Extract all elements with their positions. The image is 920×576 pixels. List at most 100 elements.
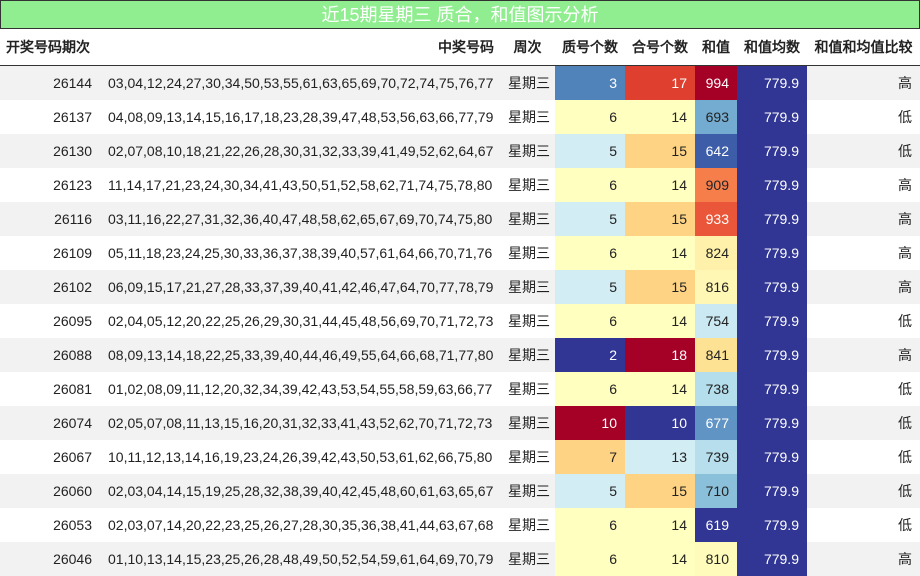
heat-cell: 779.9 xyxy=(737,168,807,202)
heat-cell: 14 xyxy=(625,168,695,202)
table-row: 26130 02,07,08,10,18,21,22,26,28,30,31,32… xyxy=(0,134,920,168)
cell: 星期三 xyxy=(508,109,550,125)
heat-cell: 710 xyxy=(695,474,737,508)
heat-cell: 779.9 xyxy=(737,542,807,576)
cell: 星期三 xyxy=(500,474,555,508)
heat-cell: 779.9 xyxy=(737,134,807,168)
heat-cell: 816 xyxy=(695,270,737,304)
cell: 高 xyxy=(807,542,920,576)
heat-cell: 739 xyxy=(695,440,737,474)
heat-cell: 779.9 xyxy=(737,406,807,440)
heat-cell: 5 xyxy=(555,270,625,304)
table-row: 26081 01,02,08,09,11,12,20,32,34,39,42,43… xyxy=(0,372,920,406)
heat-cell: 738 xyxy=(695,372,737,406)
cell: 高 xyxy=(898,245,912,261)
table-row: 26067 10,11,12,13,14,16,19,23,24,26,39,42… xyxy=(0,440,920,474)
heat-cell: 779.9 xyxy=(737,100,807,134)
cell: 10,11,12,13,14,16,19,23,24,26,39,42,43,5… xyxy=(108,449,493,465)
heat-cell: 6 xyxy=(555,168,625,202)
cell: 低 xyxy=(807,474,920,508)
heat-cell: 779.9 xyxy=(737,65,807,100)
heat-cell: 754 xyxy=(695,304,737,338)
table-row: 26060 02,03,04,14,15,19,25,28,32,38,39,40… xyxy=(0,474,920,508)
heat-cell: 10 xyxy=(555,406,625,440)
cell: 26123 xyxy=(53,177,92,193)
column-header: 和值 xyxy=(695,29,737,66)
heat-cell: 824 xyxy=(695,236,737,270)
cell: 26060 xyxy=(0,474,100,508)
heat-cell: 779.9 xyxy=(737,440,807,474)
heat-cell: 677 xyxy=(695,406,737,440)
cell: 低 xyxy=(898,449,912,465)
heat-cell: 6 xyxy=(555,100,625,134)
cell: 26137 xyxy=(53,109,92,125)
cell: 03,04,12,24,27,30,34,50,53,55,61,63,65,6… xyxy=(100,65,500,100)
column-header: 和值和均值比较 xyxy=(807,29,920,66)
cell: 星期三 xyxy=(500,202,555,236)
column-header: 开奖号码期次 xyxy=(0,29,100,66)
heat-cell: 15 xyxy=(625,134,695,168)
table-row: 26095 02,04,05,12,20,22,25,26,29,30,31,44… xyxy=(0,304,920,338)
table-row: 26102 06,09,15,17,21,27,28,33,37,39,40,41… xyxy=(0,270,920,304)
title-bar: 近15期星期三 质合，和值图示分析 xyxy=(0,0,920,29)
heat-cell: 642 xyxy=(695,134,737,168)
header-row: 开奖号码期次 中奖号码 周次 质号个数 合号个数 和值 和值均数 和值和均值比较 xyxy=(0,29,920,66)
table-row: 26046 01,10,13,14,15,23,25,26,28,48,49,50… xyxy=(0,542,920,576)
heat-cell: 779.9 xyxy=(737,236,807,270)
cell: 26109 xyxy=(53,245,92,261)
column-header: 和值均数 xyxy=(737,29,807,66)
cell: 高 xyxy=(807,270,920,304)
cell: 星期三 xyxy=(500,270,555,304)
heat-cell: 14 xyxy=(625,542,695,576)
heat-cell: 779.9 xyxy=(737,304,807,338)
cell: 星期三 xyxy=(508,449,550,465)
cell: 05,11,18,23,24,25,30,33,36,37,38,39,40,5… xyxy=(108,245,493,261)
column-header: 质号个数 xyxy=(555,29,625,66)
cell: 高 xyxy=(898,177,912,193)
cell: 08,09,13,14,18,22,25,33,39,40,44,46,49,5… xyxy=(100,338,500,372)
heat-cell: 14 xyxy=(625,304,695,338)
cell: 低 xyxy=(898,517,912,533)
cell: 26074 xyxy=(0,406,100,440)
heat-cell: 693 xyxy=(695,100,737,134)
heat-cell: 5 xyxy=(555,202,625,236)
table-row: 26144 03,04,12,24,27,30,34,50,53,55,61,63… xyxy=(0,65,920,100)
heat-cell: 10 xyxy=(625,406,695,440)
heat-cell: 15 xyxy=(625,474,695,508)
heat-cell: 994 xyxy=(695,65,737,100)
heat-cell: 2 xyxy=(555,338,625,372)
heat-cell: 13 xyxy=(625,440,695,474)
heat-cell: 3 xyxy=(555,65,625,100)
cell: 星期三 xyxy=(508,245,550,261)
heat-cell: 17 xyxy=(625,65,695,100)
cell: 星期三 xyxy=(508,517,550,533)
cell: 高 xyxy=(807,65,920,100)
table-row: 26074 02,05,07,08,11,13,15,16,20,31,32,33… xyxy=(0,406,920,440)
cell: 星期三 xyxy=(508,381,550,397)
cell: 02,07,08,10,18,21,22,26,28,30,31,32,33,3… xyxy=(100,134,500,168)
cell: 低 xyxy=(807,134,920,168)
heat-cell: 6 xyxy=(555,542,625,576)
table-row: 26109 05,11,18,23,24,25,30,33,36,37,38,39… xyxy=(0,236,920,270)
cell: 星期三 xyxy=(500,406,555,440)
cell: 26088 xyxy=(0,338,100,372)
heat-cell: 933 xyxy=(695,202,737,236)
heat-cell: 779.9 xyxy=(737,270,807,304)
cell: 26102 xyxy=(0,270,100,304)
cell: 星期三 xyxy=(508,313,550,329)
cell: 26067 xyxy=(53,449,92,465)
heat-cell: 14 xyxy=(625,508,695,542)
heat-cell: 5 xyxy=(555,474,625,508)
cell: 星期三 xyxy=(500,338,555,372)
column-header: 合号个数 xyxy=(625,29,695,66)
heat-cell: 779.9 xyxy=(737,202,807,236)
cell: 星期三 xyxy=(500,134,555,168)
heat-cell: 14 xyxy=(625,100,695,134)
cell: 星期三 xyxy=(508,177,550,193)
cell: 01,10,13,14,15,23,25,26,28,48,49,50,52,5… xyxy=(100,542,500,576)
cell: 02,03,07,14,20,22,23,25,26,27,28,30,35,3… xyxy=(108,517,494,533)
cell: 02,03,04,14,15,19,25,28,32,38,39,40,42,4… xyxy=(100,474,500,508)
table-row: 26137 04,08,09,13,14,15,16,17,18,23,28,39… xyxy=(0,100,920,134)
heat-cell: 619 xyxy=(695,508,737,542)
